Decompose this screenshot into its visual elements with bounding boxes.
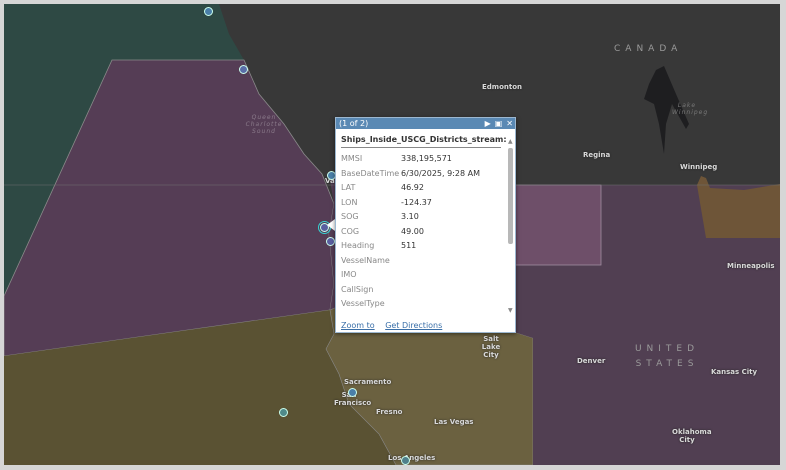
attribute-name: Status [341, 312, 401, 315]
scroll-down-icon[interactable]: ▼ [508, 307, 513, 314]
attribute-name: MMSI [341, 154, 363, 163]
attribute-value: 49.00 [401, 226, 424, 236]
attribute-name: BaseDateTime [341, 168, 400, 178]
popup-scrollbar[interactable]: ▲ ▼ [508, 138, 513, 314]
district-north-ocean[interactable] [4, 4, 244, 60]
attribute-name: VesselType [341, 299, 385, 308]
city-label: Minneapolis [727, 262, 775, 270]
city-label: Winnipeg [680, 163, 718, 171]
attribute-row: SOG 3.10 [341, 210, 506, 225]
attribute-name: COG [341, 226, 360, 236]
popup-attribute-table: MMSI 338,195,571 BaseDateTime 6/30/2025, 9:… [341, 152, 506, 314]
attribute-name: VesselName [341, 255, 390, 265]
ship-point[interactable] [239, 65, 248, 74]
attribute-row: VesselName [341, 254, 506, 269]
attribute-row: IMO [341, 268, 506, 283]
city-label: Las Vegas [434, 418, 474, 426]
attribute-row: CallSign [341, 283, 506, 298]
city-label: Va [325, 177, 335, 185]
district-inner[interactable] [498, 184, 602, 266]
attribute-row: VesselType [341, 297, 506, 312]
ship-point[interactable] [204, 7, 213, 16]
maximize-icon[interactable]: ▣ [494, 119, 503, 128]
attribute-value: 3.10 [401, 212, 419, 221]
attribute-name: CallSign [341, 284, 374, 294]
scroll-up-icon[interactable]: ▲ [508, 138, 513, 145]
zoom-to-link[interactable]: Zoom to [341, 321, 375, 330]
attribute-row: LAT 46.92 [341, 181, 506, 196]
attribute-value: 46.92 [401, 183, 424, 192]
attribute-row: Status [341, 312, 506, 315]
city-label: Regina [583, 151, 611, 159]
attribute-name: IMO [341, 270, 357, 279]
attribute-row: COG 49.00 [341, 225, 506, 240]
city-label: Edmonton [482, 83, 523, 91]
attribute-value: 338,195,571 [401, 154, 452, 163]
attribute-row: Heading 511 [341, 239, 506, 254]
attribute-row: MMSI 338,195,571 [341, 152, 506, 167]
city-label: Fresno [376, 408, 403, 416]
popup-header: (1 of 2) ▶ ▣ ✕ [336, 118, 515, 129]
water-label-queen-charlotte: Queen Charlotte Sound [245, 114, 283, 135]
district-california-ocean[interactable] [4, 310, 396, 465]
attribute-value: 511 [401, 241, 417, 250]
country-label-us: UNITED STATES [634, 344, 700, 369]
district-great-lakes[interactable] [697, 176, 780, 238]
play-icon[interactable]: ▶ [484, 119, 491, 128]
water-label-lake-winnipeg: Lake Winnipeg [672, 102, 709, 116]
ship-point[interactable] [326, 237, 335, 246]
lake-winnipeg [644, 66, 689, 154]
attribute-name: LON [341, 197, 358, 207]
get-directions-link[interactable]: Get Directions [385, 321, 443, 330]
feature-popup: (1 of 2) ▶ ▣ ✕ Ships_Inside_USCG_Districts… [335, 117, 516, 333]
ship-point[interactable] [348, 388, 357, 397]
district-polygons [4, 4, 780, 465]
attribute-row: BaseDateTime 6/30/2025, 9:28 AM [341, 167, 506, 182]
city-label: Oklahoma City [672, 428, 712, 444]
popup-layer-title: Ships_Inside_USCG_Districts_stream: [341, 135, 507, 148]
popup-pointer [327, 219, 335, 231]
attribute-name: Heading [341, 241, 375, 250]
city-label: Los Angeles [388, 454, 436, 462]
map-view[interactable]: CANADA UNITED STATES Queen Charlotte Sou… [4, 4, 780, 465]
city-label: Sacramento [344, 378, 392, 386]
attribute-name: LAT [341, 183, 356, 192]
country-label-canada: CANADA [614, 44, 683, 54]
city-label: Denver [577, 357, 606, 365]
close-icon[interactable]: ✕ [506, 119, 513, 128]
attribute-value: -124.37 [401, 197, 432, 207]
attribute-value: 6/30/2025, 9:28 AM [401, 168, 480, 178]
attribute-name: SOG [341, 212, 359, 221]
city-label: Kansas City [711, 368, 758, 376]
ship-point[interactable] [401, 456, 410, 465]
city-label: Salt Lake City [481, 335, 501, 359]
attribute-row: LON -124.37 [341, 196, 506, 211]
popup-counter: (1 of 2) [339, 119, 369, 128]
ship-point[interactable] [279, 408, 288, 417]
scrollbar-thumb[interactable] [508, 148, 513, 244]
